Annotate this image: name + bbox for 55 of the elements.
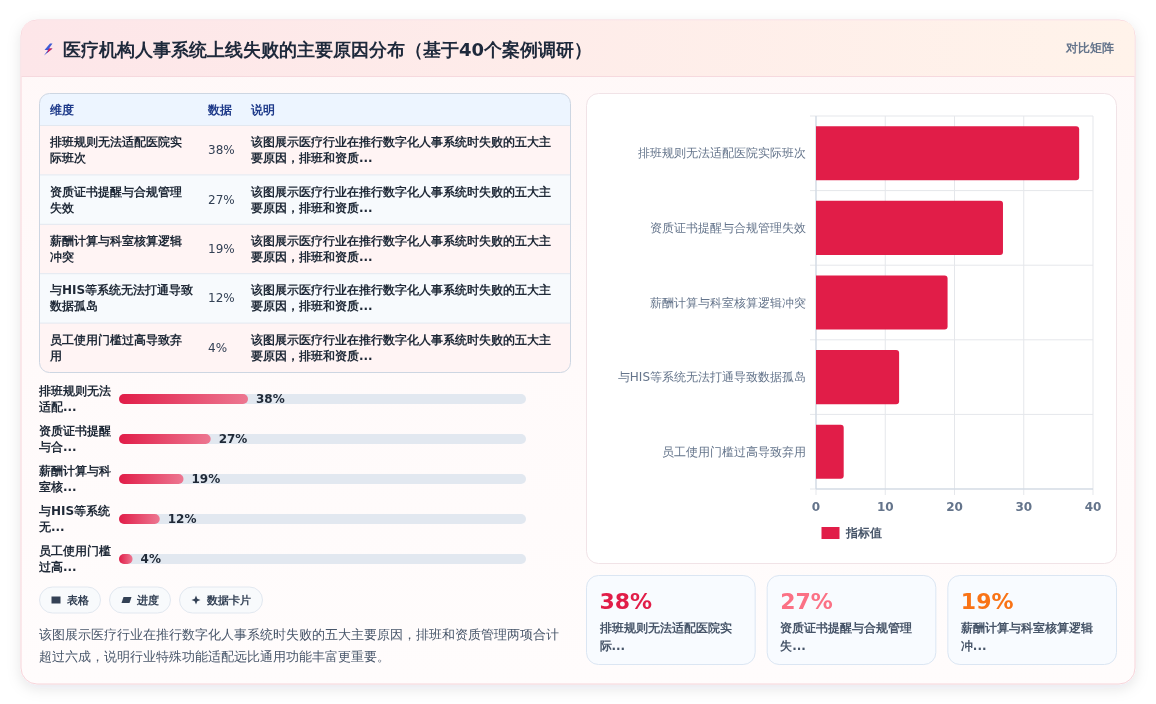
x-tick-label: 30 [1015, 500, 1033, 514]
y-tick-label: 排班规则无法适配医院实际班次 [638, 146, 806, 161]
x-tick-label: 40 [1084, 500, 1102, 514]
text: 该图展示医疗行业在推行数字化人事系统时失败的五大主要原因，排班和资质... [250, 283, 551, 314]
y-tick-label: 资质证书提醒与合... [38, 424, 111, 454]
category-label: 薪酬计算与科室核算逻辑冲... [959, 621, 1093, 653]
text: 27% [780, 588, 833, 614]
bar [816, 424, 844, 479]
y-tick-label: 薪酬计算与科室核算逻辑冲突 [650, 295, 806, 310]
y-tick-label: 资质证书提醒与合规管理失效 [650, 220, 806, 235]
text: 数据卡片 [205, 593, 251, 607]
text: 进度 [135, 593, 159, 607]
text: 对比矩阵 [1065, 41, 1114, 55]
text: 维度 [49, 102, 74, 117]
bar [119, 394, 249, 404]
legend-label: 指标值 [844, 526, 882, 540]
category-label: 资质证书提醒与合规管理失... [780, 621, 913, 653]
data-label: 12% [167, 512, 197, 526]
text: 27% [208, 192, 235, 207]
x-tick-label: 0 [811, 500, 821, 514]
text: 说明 [250, 102, 275, 117]
data-label: 38% [256, 392, 285, 406]
text: 医疗机构人事系统上线失败的主要原因分布（基于40个案例调研） [63, 38, 593, 60]
y-tick-label: 与HIS等系统无法打通导致数据孤岛 [617, 370, 806, 385]
bar [119, 434, 211, 444]
text: 38% [208, 143, 235, 158]
bar [816, 275, 948, 330]
text: 该图展示医疗行业在推行数字化人事系统时失败的五大主要原因，排班和资质... [250, 184, 551, 215]
category-label: 排班规则无法适配医院实际... [598, 621, 732, 653]
y-tick-label: 员工使用门槛过高... [38, 544, 111, 574]
text: 表格 [65, 593, 90, 607]
y-tick-label: 薪酬计算与科室核... [38, 464, 111, 494]
y-tick-label: 与HIS等系统无... [38, 504, 112, 534]
text: 该图展示医疗行业在推行数字化人事系统时失败的五大主要原因，排班和资质... [250, 234, 551, 264]
text: 该图展示医疗行业在推行数字化人事系统时失败的五大主要原因，排班和资质... [250, 135, 551, 166]
bar [119, 514, 160, 524]
text: 38% [599, 588, 653, 614]
y-tick-label: 员工使用门槛过高导致弃用 [662, 444, 806, 459]
bar [816, 126, 1080, 181]
text: 12% [208, 291, 235, 306]
data-label: 19% [191, 472, 221, 486]
data-label: 4% [140, 552, 161, 566]
text: 19% [208, 242, 235, 256]
x-tick-label: 10 [876, 500, 894, 514]
y-tick-label: 排班规则无法适配... [38, 384, 111, 414]
text: 数据 [207, 102, 232, 117]
data-label: 27% [218, 432, 248, 446]
x-tick-label: 20 [946, 500, 963, 514]
bar [119, 474, 184, 484]
bar [816, 350, 900, 405]
text: 该图展示医疗行业在推行数字化人事系统时失败的五大主要原因，排班和资质... [250, 332, 551, 363]
bar [816, 200, 1003, 255]
text: 19% [960, 588, 1014, 614]
text: 该图展示医疗行业在推行数字化人事系统时失败的五大主要原因，排班和资质管理两项合计超过六成，说明行业特殊功能适配远比通用功能丰富更重要。 [39, 626, 559, 664]
text: 4% [208, 340, 228, 355]
